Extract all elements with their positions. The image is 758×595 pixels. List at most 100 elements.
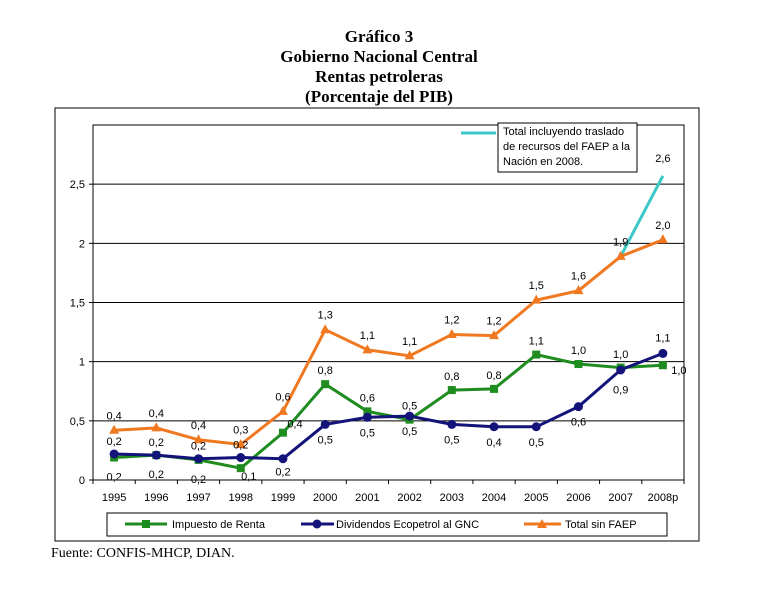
annotation-text-line2: de recursos del FAEP a la bbox=[503, 141, 631, 153]
x-tick-label: 2008p bbox=[648, 492, 679, 504]
data-label: 0,2 bbox=[275, 467, 290, 479]
data-label: 0,9 bbox=[613, 385, 628, 397]
data-label: 1,0 bbox=[671, 365, 686, 377]
axes: 0 0,5 1 1,5 2 2,5 1995 1996 1997 1998 1999 2000 2001… bbox=[70, 179, 685, 504]
y-tick-label: 2,5 bbox=[70, 179, 85, 191]
source-note: Fuente: CONFIS-MHCP, DIAN. bbox=[51, 546, 235, 561]
x-tick-label: 2006 bbox=[566, 492, 590, 504]
point-triangle bbox=[235, 439, 246, 448]
data-label: 1,2 bbox=[444, 314, 459, 326]
annotation-box bbox=[497, 122, 638, 173]
point-circle bbox=[194, 454, 204, 464]
x-tick-label: 1997 bbox=[186, 492, 210, 504]
x-tick-label: 2000 bbox=[313, 492, 337, 504]
point-triangle bbox=[404, 350, 415, 360]
x-tick-label: 2007 bbox=[608, 492, 632, 504]
data-label: 0,6 bbox=[275, 391, 290, 403]
point-square bbox=[278, 428, 287, 437]
point-triangle bbox=[151, 422, 162, 432]
point-triangle bbox=[109, 424, 120, 434]
data-label: 0,4 bbox=[106, 410, 121, 422]
data-label: 2,6 bbox=[655, 153, 670, 165]
data-label: 0,2 bbox=[106, 436, 121, 448]
data-label: 0,5 bbox=[444, 434, 459, 446]
point-circle bbox=[278, 454, 288, 464]
x-tick-label: 1998 bbox=[229, 492, 253, 504]
point-triangle bbox=[320, 324, 331, 334]
data-label: 0,4 bbox=[486, 437, 501, 449]
data-label: 1,1 bbox=[655, 332, 670, 344]
data-label: 0,8 bbox=[486, 370, 501, 382]
x-tick-label: 2004 bbox=[482, 492, 506, 504]
point-triangle bbox=[277, 405, 288, 415]
legend-label-dividendos: Dividendos Ecopetrol al GNC bbox=[336, 519, 479, 531]
point-square bbox=[236, 464, 245, 473]
data-label: 1,1 bbox=[529, 336, 544, 348]
series-line-1 bbox=[114, 352, 664, 461]
data-label: 1,5 bbox=[529, 280, 544, 292]
data-label: 0,2 bbox=[191, 474, 206, 486]
point-circle bbox=[109, 449, 119, 459]
annotation-text-line1: Total incluyendo traslado bbox=[503, 126, 624, 138]
point-circle bbox=[320, 419, 330, 429]
data-label: 0,2 bbox=[149, 437, 164, 449]
point-triangle bbox=[362, 344, 373, 354]
x-tick-label: 1999 bbox=[271, 492, 295, 504]
data-label: 0,4 bbox=[191, 420, 206, 432]
point-square bbox=[447, 386, 456, 395]
data-label: 0,2 bbox=[149, 469, 164, 481]
chart-subtitle-topic: Rentas petroleras bbox=[315, 67, 443, 86]
chart-frame bbox=[54, 107, 700, 542]
data-label: 1,1 bbox=[402, 336, 417, 348]
legend-item-impuesto: Impuesto de Renta bbox=[125, 519, 266, 531]
x-tick-label: 2003 bbox=[440, 492, 464, 504]
point-triangle bbox=[657, 234, 668, 244]
x-tick-label: 2005 bbox=[524, 492, 548, 504]
series bbox=[109, 175, 668, 473]
data-label: 1,3 bbox=[318, 310, 333, 322]
legend-label-total: Total sin FAEP bbox=[565, 519, 637, 531]
x-tick-label: 1996 bbox=[144, 492, 168, 504]
data-label: 0,5 bbox=[402, 426, 417, 438]
point-square bbox=[658, 361, 667, 370]
faep-series-line bbox=[619, 175, 665, 258]
data-label: 1,9 bbox=[613, 236, 628, 248]
data-label: 0,2 bbox=[191, 441, 206, 453]
chart-subtitle-entity: Gobierno Nacional Central bbox=[280, 47, 478, 66]
point-circle bbox=[531, 422, 541, 432]
data-label: 0,5 bbox=[360, 427, 375, 439]
data-label: 1,2 bbox=[486, 316, 501, 328]
data-label: 1,0 bbox=[571, 345, 586, 357]
data-label: 0,4 bbox=[287, 419, 302, 431]
point-square bbox=[363, 407, 372, 416]
data-label: 0,6 bbox=[360, 392, 375, 404]
data-label: 0,2 bbox=[106, 472, 121, 484]
data-label: 0,8 bbox=[444, 371, 459, 383]
x-tick-label: 2002 bbox=[397, 492, 421, 504]
point-circle bbox=[489, 422, 499, 432]
legend-box bbox=[106, 512, 668, 537]
point-triangle bbox=[489, 330, 500, 340]
y-tick-label: 1,5 bbox=[70, 298, 85, 310]
data-label: 0,6 bbox=[571, 417, 586, 429]
point-square bbox=[532, 350, 541, 359]
data-label: 0,4 bbox=[149, 408, 164, 420]
point-triangle bbox=[446, 328, 457, 338]
data-label: 0,5 bbox=[402, 401, 417, 413]
point-triangle bbox=[615, 250, 626, 260]
legend: Impuesto de Renta Dividendos Ecopetrol a… bbox=[106, 512, 668, 537]
gridlines bbox=[93, 183, 684, 422]
data-label: 0,5 bbox=[318, 434, 333, 446]
point-circle bbox=[405, 411, 415, 421]
data-label: 0,5 bbox=[529, 437, 544, 449]
point-circle bbox=[236, 453, 246, 463]
series-line-2 bbox=[114, 238, 664, 447]
line-chart: 0 0,5 1 1,5 2 2,5 1995 1996 1997 1998 1999 2000 2001… bbox=[54, 107, 700, 542]
point-circle bbox=[362, 412, 372, 422]
point-triangle bbox=[573, 285, 584, 295]
point-square bbox=[574, 360, 583, 369]
data-label: 0,3 bbox=[233, 425, 248, 437]
y-tick-label: 0,5 bbox=[70, 416, 85, 428]
point-triangle bbox=[531, 294, 542, 304]
point-triangle bbox=[193, 434, 204, 444]
